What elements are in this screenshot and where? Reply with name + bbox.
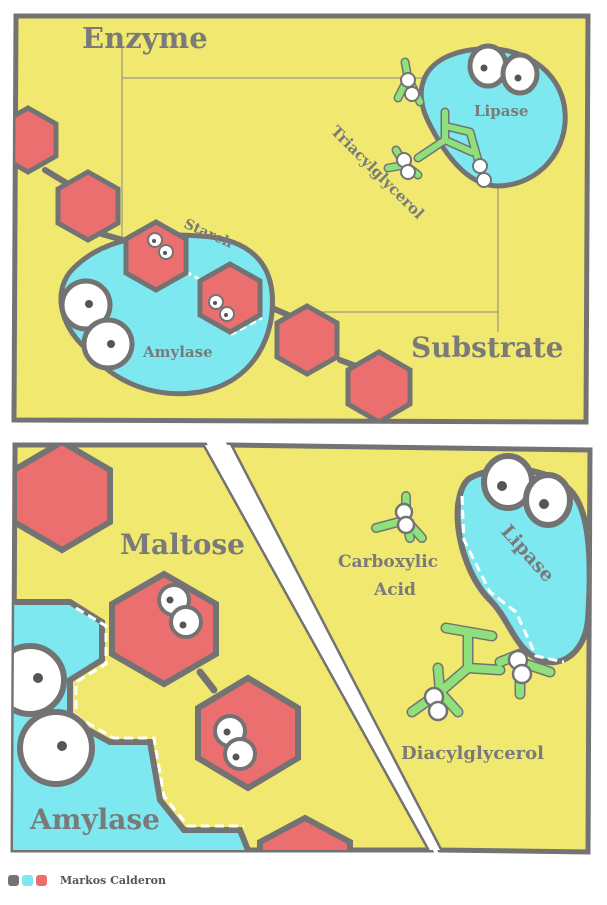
amylase-eyes-zoomed — [13, 643, 95, 787]
panel-bottom-right: Carboxylic Acid Lipase Diacylglycerol — [225, 442, 593, 855]
maltose-eyes — [157, 583, 257, 771]
substrate-leader-line — [312, 186, 499, 332]
credit-swatch-gray — [8, 874, 19, 886]
amylase-eyes — [59, 278, 135, 371]
starch-hexagon — [345, 349, 413, 422]
label-substrate: Substrate — [411, 331, 564, 364]
credit: Markos Calderon — [8, 871, 166, 889]
panel-divider — [205, 445, 440, 850]
lipase-eyes — [467, 43, 540, 96]
diacylglycerol-molecule — [406, 622, 556, 722]
starch-hexagon — [274, 303, 340, 377]
label-amylase-top: Amylase — [142, 343, 213, 361]
starch-hexagon — [257, 814, 353, 850]
starch-hexagon — [55, 169, 121, 243]
credit-swatch-cyan — [22, 874, 33, 886]
label-acid: Acid — [373, 580, 416, 600]
carboxylic-acid-molecule — [371, 491, 427, 543]
label-maltose: Maltose — [120, 528, 245, 561]
panel-top: Enzyme Substrate Starch Amylase Lipase T… — [11, 13, 591, 425]
panel-bottom-left: Maltose Amylase — [10, 442, 435, 853]
label-enzyme: Enzyme — [82, 21, 208, 55]
starch-hexagon — [14, 105, 59, 175]
credit-swatch-red — [36, 874, 47, 886]
starch-hexagon — [13, 445, 113, 554]
maltose-bond — [196, 668, 218, 694]
label-diacylglycerol: Diacylglycerol — [401, 743, 544, 764]
credit-author: Markos Calderon — [60, 873, 166, 887]
label-lipase-top: Lipase — [474, 102, 528, 120]
label-carboxylic: Carboxylic — [338, 552, 438, 572]
maltose-hexagon — [195, 674, 301, 792]
label-amylase-bottom: Amylase — [29, 803, 160, 836]
lipase-eyes-zoomed — [481, 453, 573, 528]
lipase-active-site-zoomed — [460, 495, 565, 664]
starch-hexagon — [197, 261, 263, 335]
starch-hexagon — [123, 219, 189, 293]
